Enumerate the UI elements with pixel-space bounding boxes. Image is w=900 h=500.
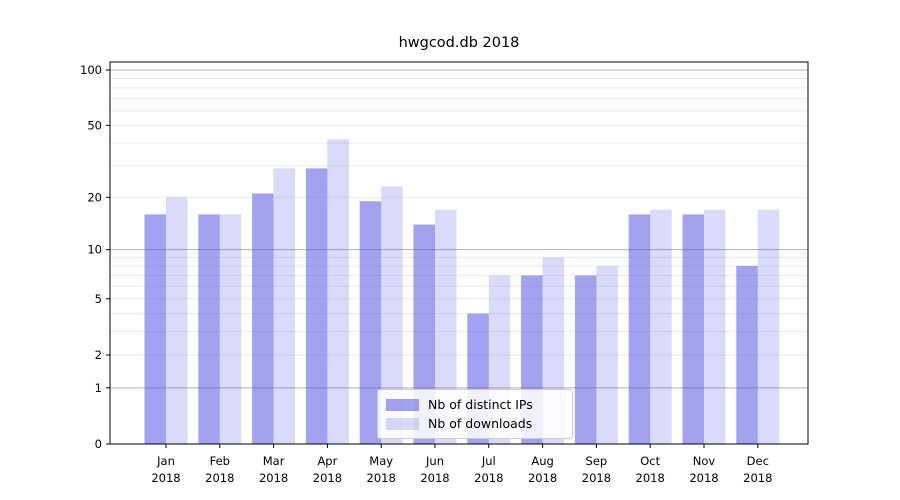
bar-dec-distinct-ips [736, 265, 758, 444]
bar-feb-downloads [219, 214, 242, 444]
x-tick-label-year: 2018 [367, 471, 396, 485]
y-tick-label: 20 [87, 190, 102, 204]
x-tick-label-month: Apr [317, 454, 337, 468]
y-tick-label: 100 [80, 63, 102, 77]
bar-jun-downloads [435, 209, 457, 444]
y-tick-label: 0 [95, 437, 102, 451]
x-tick-label-year: 2018 [689, 471, 718, 485]
legend-label-distinct-ips: Nb of distinct IPs [428, 397, 533, 412]
x-tick-label-month: Mar [263, 454, 285, 468]
y-tick-label: 2 [95, 348, 102, 362]
x-tick-label-year: 2018 [743, 471, 772, 485]
bar-apr-downloads [327, 139, 349, 444]
x-tick-label-year: 2018 [474, 471, 503, 485]
legend-swatch-distinct-ips [386, 398, 419, 411]
bar-may-downloads [381, 186, 403, 444]
y-tick-label: 10 [87, 243, 102, 257]
x-tick-label-year: 2018 [313, 471, 342, 485]
bar-feb-distinct-ips [198, 214, 220, 444]
x-tick-label-month: Aug [531, 454, 553, 468]
x-tick-label-year: 2018 [582, 471, 611, 485]
x-tick-label-month: Nov [693, 454, 716, 468]
y-tick-label: 50 [87, 118, 102, 132]
bar-dec-downloads [757, 209, 780, 444]
bar-oct-downloads [650, 209, 672, 444]
bar-may-distinct-ips [359, 201, 382, 444]
bar-jan-distinct-ips [144, 214, 166, 444]
x-tick-label-month: Jul [481, 454, 496, 468]
bar-apr-distinct-ips [305, 168, 328, 444]
y-tick-label: 1 [95, 381, 102, 395]
x-tick-label-month: Jan [156, 454, 175, 468]
x-tick-label-year: 2018 [420, 471, 449, 485]
legend: Nb of distinct IPs Nb of downloads [377, 389, 573, 439]
x-tick-label-year: 2018 [259, 471, 288, 485]
x-tick-label-year: 2018 [528, 471, 557, 485]
bar-sep-distinct-ips [574, 275, 597, 444]
legend-swatch-downloads [386, 417, 419, 430]
legend-item-distinct-ips: Nb of distinct IPs [386, 395, 564, 414]
bar-mar-downloads [273, 168, 296, 444]
bar-mar-distinct-ips [252, 193, 274, 444]
x-tick-label-month: May [369, 454, 393, 468]
x-tick-label-year: 2018 [205, 471, 234, 485]
x-tick-label-month: Jun [425, 454, 444, 468]
bar-jan-downloads [166, 197, 188, 444]
legend-label-downloads: Nb of downloads [428, 416, 533, 431]
x-tick-label-year: 2018 [151, 471, 180, 485]
bar-nov-distinct-ips [682, 214, 704, 444]
bar-sep-downloads [596, 265, 618, 444]
y-tick-label: 5 [95, 292, 102, 306]
x-tick-label-month: Dec [747, 454, 769, 468]
x-tick-label-month: Sep [586, 454, 608, 468]
plot-frame [109, 61, 809, 445]
x-tick-label-month: Feb [210, 454, 230, 468]
bar-oct-distinct-ips [628, 214, 651, 444]
x-tick-label-month: Oct [640, 454, 660, 468]
bar-nov-downloads [704, 209, 726, 444]
legend-item-downloads: Nb of downloads [386, 414, 564, 433]
x-tick-label-year: 2018 [636, 471, 665, 485]
